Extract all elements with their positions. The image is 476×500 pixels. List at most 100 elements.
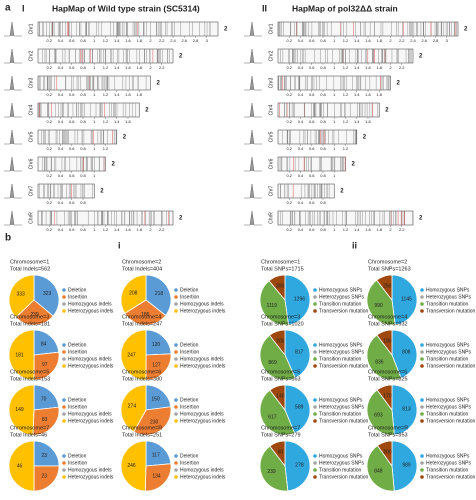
axis-tick-label: 0.4 <box>298 200 304 205</box>
chromosome-label: Chr4 <box>268 104 274 115</box>
legend-label: Homozygous indels <box>180 467 224 473</box>
pie-value-label: 150 <box>151 396 160 402</box>
legend-swatch <box>62 454 66 458</box>
legend-swatch <box>313 412 317 416</box>
pie-total: Total Indels=251 <box>122 432 162 438</box>
pie-slice <box>33 440 60 467</box>
legend-swatch <box>174 412 178 416</box>
axis-tick-label: 1.6 <box>125 65 131 70</box>
legend-swatch <box>62 461 66 465</box>
axis-tick-label: 0.6 <box>309 92 315 97</box>
pie-value-label: 589 <box>295 405 304 411</box>
legend-label: Insertion <box>180 460 199 466</box>
legend-label: Transversion mutation <box>426 418 475 424</box>
axis-tick-label: 1 <box>93 92 96 97</box>
legend-label: Heterozygous SNPs <box>319 460 365 466</box>
axis-tick-label: 0.2 <box>286 227 292 232</box>
legend-swatch <box>174 288 178 292</box>
axis-tick-label: 0.6 <box>309 65 315 70</box>
pie-slice <box>268 329 286 357</box>
axis-tick-label: 0.4 <box>58 92 64 97</box>
axis-tick-label: 1.6 <box>125 92 131 97</box>
legend-swatch <box>62 343 66 347</box>
legend-swatch <box>174 357 178 361</box>
axis-tick-label: 0.8 <box>320 119 326 124</box>
axis-tick-label: 2.8 <box>193 38 199 43</box>
chromosome-label: Chr7 <box>268 185 274 196</box>
legend-swatch <box>174 364 178 368</box>
axis-tick-label: 0.2 <box>286 92 292 97</box>
axis-tick-label: 1.6 <box>365 119 371 124</box>
pie-value-label: 990 <box>374 303 383 309</box>
panel-label: a <box>5 3 11 14</box>
axis-tick-label: 1.2 <box>103 119 109 124</box>
pie-slice <box>33 351 60 381</box>
axis-tick-label: 1.8 <box>136 227 142 232</box>
chromosome-strip <box>277 102 380 118</box>
legend-label: Heterozygous SNPs <box>319 404 365 410</box>
axis-tick-label: 0.6 <box>69 200 75 205</box>
legend-label: Transition mutation <box>319 411 362 417</box>
axis-tick-label: 0.8 <box>80 200 86 205</box>
histogram-icon <box>4 183 22 199</box>
axis-tick-label: 0.6 <box>309 119 315 124</box>
pie-title: Chromosome=4 <box>122 314 161 320</box>
axis-tick-label: 2.4 <box>170 38 176 43</box>
pie-title: Chromosome=R <box>122 425 162 431</box>
legend-label: Deletion <box>68 453 87 459</box>
chromosome-label: Chr4 <box>28 104 34 115</box>
axis-tick-label: 0.6 <box>69 65 75 70</box>
axis-tick-label: 1.4 <box>354 92 360 97</box>
axis-tick-label: 2 <box>389 65 392 70</box>
pie-value-label: 808 <box>402 350 411 356</box>
histogram-icon <box>4 210 22 226</box>
pie-total: Total SNPs=663 <box>261 376 301 382</box>
axis-tick-label: 0.8 <box>80 92 86 97</box>
axis-tick-label: 1.2 <box>343 146 349 151</box>
legend-label: Insertion <box>180 294 199 300</box>
legend-swatch <box>313 343 317 347</box>
axis-tick-label: 0.8 <box>80 38 86 43</box>
legend-swatch <box>420 288 424 292</box>
legend-label: Homozygous SNPs <box>319 287 363 293</box>
legend-label: Transition mutation <box>319 467 362 473</box>
axis-tick-label: 0.2 <box>286 65 292 70</box>
pie-value-label: 23 <box>41 474 47 480</box>
axis-tick-label: 1.2 <box>343 119 349 124</box>
axis-tick-label: 0.8 <box>80 65 86 70</box>
legend-swatch <box>174 461 178 465</box>
legend-swatch <box>174 398 178 402</box>
legend-label: Homozygous indels <box>68 356 112 362</box>
histogram-icon <box>4 48 22 64</box>
axis-tick-label: 2.6 <box>421 38 427 43</box>
pie-value-label: 813 <box>402 407 411 413</box>
axis-tick-label: 0.6 <box>309 200 315 205</box>
legend-swatch <box>62 350 66 354</box>
legend-label: Heterozygous indels <box>180 418 226 424</box>
axis-tick-label: 1 <box>333 227 336 232</box>
pie-title: Chromosome=3 <box>10 314 49 320</box>
axis-tick-label: 0.8 <box>320 200 326 205</box>
chromosome-label: Chr2 <box>268 50 274 61</box>
axis-tick-label: 0.2 <box>46 65 52 70</box>
pie-slice <box>259 389 296 436</box>
axis-tick-label: 1.4 <box>114 38 120 43</box>
axis-tick-label: 0.8 <box>320 38 326 43</box>
pie-value-label: 246 <box>127 463 136 469</box>
pie-slice <box>376 384 393 412</box>
axis-tick-label: 0.4 <box>58 200 64 205</box>
legend-label: Transversion mutation <box>426 474 475 480</box>
axis-tick-label: 1.6 <box>365 38 371 43</box>
histogram-icon <box>4 21 22 37</box>
pie-slice <box>269 440 286 468</box>
axis-tick-label: 0.2 <box>46 200 52 205</box>
pie-value-label: 134 <box>152 473 161 479</box>
axis-tick-label: 0.8 <box>320 65 326 70</box>
axis-tick-label: 0.2 <box>286 200 292 205</box>
axis-tick-label: 2 <box>149 227 152 232</box>
axis-tick-label: 1.2 <box>343 65 349 70</box>
pie-slice <box>8 274 35 318</box>
pie-value-label: 200 <box>383 450 392 456</box>
strain-numeral: I <box>22 3 25 13</box>
pie-slice <box>33 274 60 317</box>
